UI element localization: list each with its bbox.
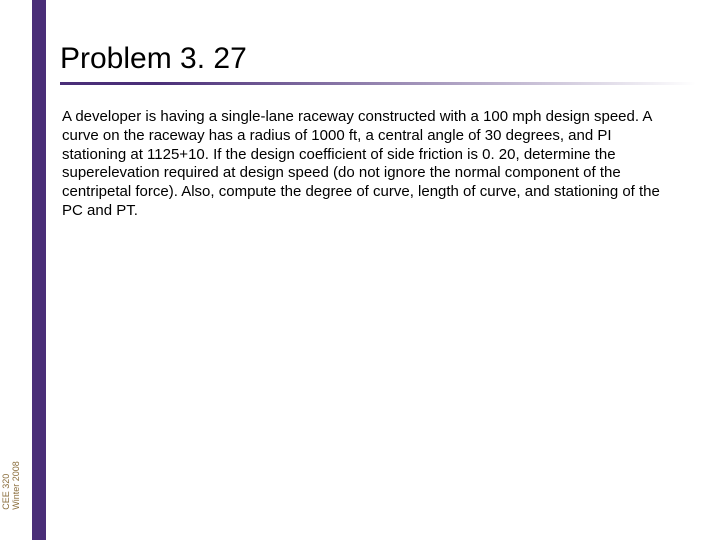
title-underline [60, 82, 696, 85]
footer-label: CEE 320 Winter 2008 [2, 430, 22, 510]
slide-body: A developer is having a single-lane race… [62, 108, 662, 221]
accent-stripe [32, 0, 46, 540]
title-area: Problem 3. 27 [60, 42, 696, 85]
footer-line2: Winter 2008 [12, 430, 22, 510]
slide-title: Problem 3. 27 [60, 42, 696, 82]
